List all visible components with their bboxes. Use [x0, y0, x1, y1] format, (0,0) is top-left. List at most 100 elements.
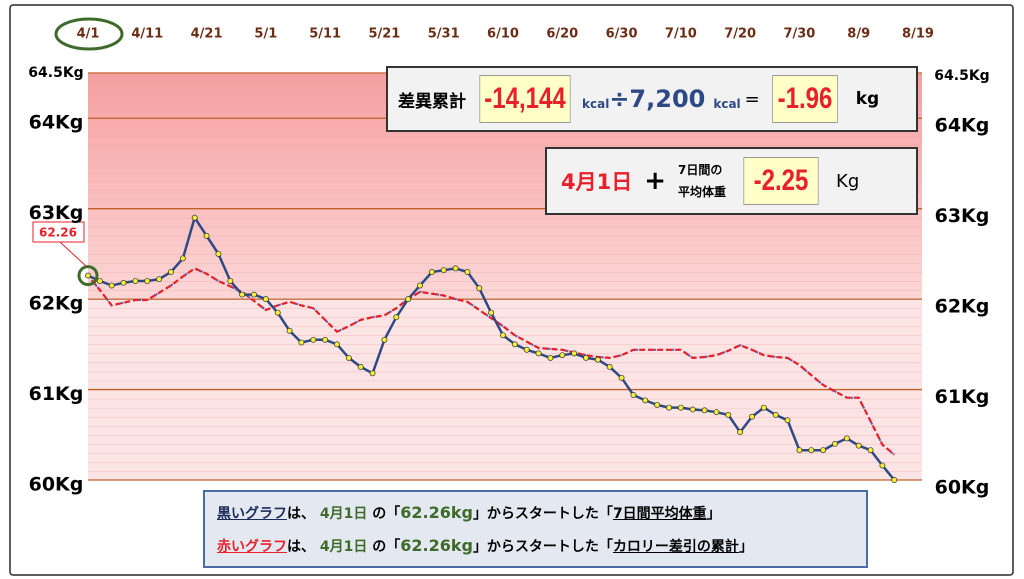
- legend-series: カロリー差引の累計: [612, 539, 739, 555]
- legend-text: は、: [287, 539, 315, 555]
- legend-text: の「: [367, 539, 401, 555]
- x-tick-label: 5/21: [368, 27, 400, 42]
- marker: [215, 250, 222, 257]
- marker: [867, 447, 874, 454]
- marker: [535, 350, 542, 357]
- marker: [227, 278, 234, 284]
- frame: [9, 4, 1014, 576]
- marker: [345, 354, 352, 361]
- marker: [594, 356, 601, 363]
- average-box: 4月1日 + 7日間の 平均体重 -2.25 Kg: [545, 147, 918, 215]
- y-tick-label: 60Kg: [29, 474, 84, 496]
- x-tick-label: 6/10: [487, 27, 519, 42]
- x-tick-label: 6/20: [546, 27, 578, 42]
- legend-black: 黒いグラフは、 4月1日 の「62.26kg」からスタートした「7日間平均体重」: [217, 497, 854, 530]
- formula-result: -1.96: [771, 75, 838, 123]
- y-tick-label: 64Kg: [29, 112, 84, 134]
- marker: [96, 278, 103, 284]
- marker: [144, 278, 151, 284]
- series-line: [87, 267, 896, 456]
- x-tick-label: 6/30: [606, 27, 638, 42]
- legend-text: は、: [287, 506, 315, 522]
- x-tick-label: 5/31: [428, 27, 460, 42]
- marker: [559, 352, 566, 359]
- y2-tick-label: 63Kg: [935, 205, 990, 227]
- marker: [168, 269, 174, 275]
- marker: [891, 477, 898, 483]
- divide: ÷: [609, 85, 630, 113]
- marker: [393, 314, 400, 321]
- marker: [606, 363, 613, 370]
- legend-red: 赤いグラフは、 4月1日 の「62.26kg」からスタートした「カロリー差引の累…: [217, 530, 854, 563]
- marker: [452, 265, 459, 272]
- marker: [808, 447, 815, 454]
- unit: kcal: [713, 97, 741, 111]
- marker: [251, 291, 257, 298]
- marker: [120, 279, 127, 286]
- legend-text: 62.26kg: [400, 536, 473, 555]
- marker: [843, 435, 850, 442]
- marker: [440, 267, 447, 274]
- marker: [322, 336, 329, 343]
- marker: [689, 406, 696, 413]
- start-pointer: [59, 241, 87, 267]
- marker: [701, 407, 708, 414]
- marker: [772, 411, 779, 418]
- y2-tick-label: 60Kg: [935, 477, 990, 499]
- formula-total: -14,144: [479, 75, 571, 123]
- marker: [417, 282, 423, 289]
- x-tick-label: 4/21: [191, 27, 223, 42]
- legend-text: の「: [367, 506, 401, 522]
- x-tick-label: 8/9: [847, 27, 870, 42]
- marker: [820, 447, 827, 454]
- x-tick-label: 7/10: [665, 27, 697, 42]
- start-label-box: [32, 221, 85, 243]
- marker: [286, 327, 293, 334]
- x-tick-label: 5/11: [309, 27, 341, 42]
- marker: [381, 336, 388, 343]
- marker: [642, 397, 649, 404]
- marker: [523, 346, 530, 353]
- marker: [488, 309, 495, 316]
- marker: [571, 350, 578, 357]
- marker: [476, 285, 483, 292]
- start-date-circle: [54, 17, 124, 51]
- x-tick-label: 7/20: [724, 27, 756, 42]
- avg-value: -2.25: [743, 157, 819, 205]
- marker: [547, 354, 554, 361]
- legend-text: 」からスタートした「: [472, 506, 613, 522]
- y2-tick-label: 64.5Kg: [934, 68, 989, 84]
- y-tick-label: 64.5Kg: [28, 65, 83, 81]
- divisor: 7,200: [629, 85, 706, 113]
- marker: [85, 272, 91, 279]
- marker: [784, 417, 791, 424]
- formula-label: 差異累計: [398, 91, 466, 112]
- legend-text: 62.26kg: [400, 503, 473, 522]
- marker: [666, 404, 672, 411]
- marker: [737, 429, 744, 436]
- marker: [132, 278, 139, 284]
- x-tick-label: 7/30: [783, 27, 815, 42]
- marker: [879, 462, 886, 469]
- marker: [262, 296, 269, 303]
- marker: [239, 291, 246, 298]
- legend-text: 」からスタートした「: [472, 539, 613, 555]
- y-tick-label: 63Kg: [29, 202, 84, 224]
- y2-tick-label: 62Kg: [935, 296, 990, 318]
- equals: =: [744, 88, 760, 110]
- marker: [369, 370, 376, 377]
- marker: [357, 363, 364, 370]
- marker: [713, 409, 720, 416]
- marker: [511, 341, 518, 348]
- avg-date: 4月1日: [561, 170, 633, 194]
- avg-caption-1: 7日間の: [678, 163, 723, 177]
- x-tick-label: 8/19: [902, 27, 934, 42]
- unit: kcal: [582, 97, 610, 111]
- marker: [310, 336, 317, 343]
- start-circle: [77, 265, 99, 287]
- marker: [334, 341, 340, 348]
- plus: +: [644, 166, 667, 196]
- avg-caption: 7日間の 平均体重: [678, 159, 726, 203]
- legend-text: 黒いグラフ: [217, 506, 287, 522]
- x-tick-label: 5/1: [254, 27, 277, 42]
